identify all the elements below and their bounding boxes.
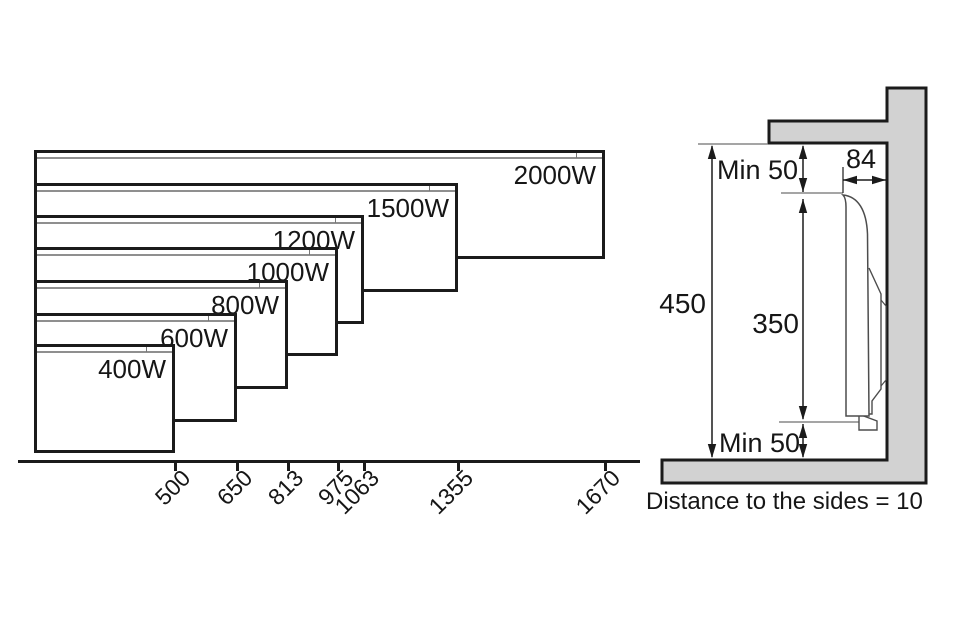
heater-top-groove-line xyxy=(37,157,602,159)
heater-top-mark xyxy=(207,316,209,321)
heater-bracket-wall-contact xyxy=(880,299,887,387)
axis-tick-500 xyxy=(173,463,177,471)
label-min50-bottom: Min 50 xyxy=(719,428,800,458)
heater-top-mark xyxy=(334,218,336,223)
arrow-down-min50-top xyxy=(798,178,808,192)
arrow-right-84 xyxy=(872,175,886,185)
heater-top-mark xyxy=(308,250,310,255)
arrow-down-min50-bottom xyxy=(798,444,808,458)
wattage-label-1500w: 1500W xyxy=(366,193,449,223)
arrow-down-450 xyxy=(707,444,717,458)
wall-shelf-floor-structure xyxy=(660,86,928,485)
width-axis-line xyxy=(18,460,640,463)
heater-top-groove-line xyxy=(37,254,335,256)
heater-top-groove-line xyxy=(37,190,455,192)
heater-top-groove-line xyxy=(37,351,172,353)
arrow-down-350 xyxy=(798,406,808,420)
heater-top-mark xyxy=(258,283,260,288)
label-min50-top: Min 50 xyxy=(717,155,798,185)
heater-bottom-foot xyxy=(858,414,878,431)
side-distance-note: Distance to the sides = 10 xyxy=(646,488,923,515)
arrow-up-450 xyxy=(707,145,717,159)
axis-tick-813 xyxy=(286,463,290,471)
heater-top-groove-line xyxy=(37,320,234,322)
axis-tick-1355 xyxy=(456,463,460,471)
heater-wall-bracket xyxy=(866,267,882,415)
heater-box-400w: 400W xyxy=(34,344,175,453)
heater-top-mark xyxy=(575,153,577,158)
axis-tick-650 xyxy=(235,463,239,471)
axis-tick-1063 xyxy=(362,463,366,471)
axis-tick-975 xyxy=(336,463,340,471)
heater-top-mark xyxy=(428,186,430,191)
wattage-label-2000w: 2000W xyxy=(513,160,596,190)
arrow-up-min50-top xyxy=(798,145,808,159)
arrow-up-min50-bottom xyxy=(798,424,808,438)
label-450: 450 xyxy=(659,288,706,319)
heater-top-mark xyxy=(145,347,147,352)
label-84: 84 xyxy=(846,144,876,174)
wattage-label-400w: 400W xyxy=(98,354,166,384)
arrow-left-84 xyxy=(843,175,857,185)
heater-top-groove-line xyxy=(37,287,285,289)
heater-top-groove-line xyxy=(37,222,361,224)
heater-side-profile xyxy=(840,194,870,417)
arrow-up-350 xyxy=(798,199,808,213)
label-350: 350 xyxy=(752,308,799,339)
axis-tick-1670 xyxy=(603,463,607,471)
